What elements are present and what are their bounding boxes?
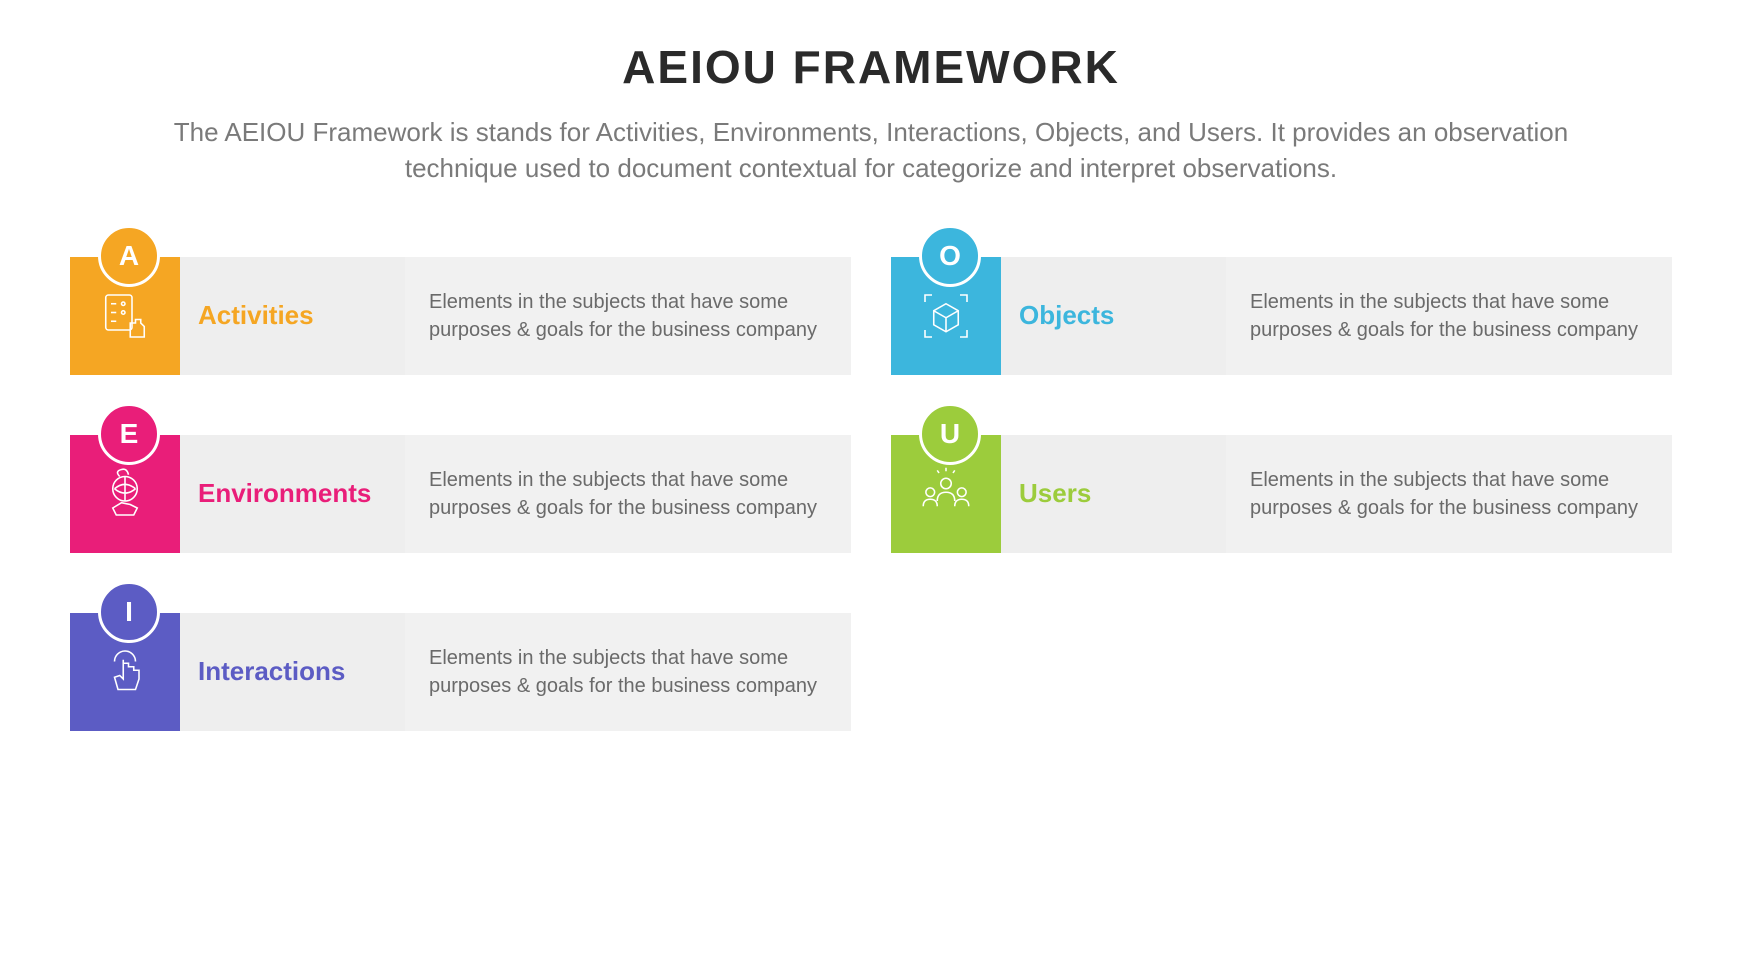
card-label: Environments bbox=[180, 435, 405, 553]
card-description: Elements in the subjects that have some … bbox=[405, 435, 851, 553]
card-u: UUsersElements in the subjects that have… bbox=[891, 435, 1672, 553]
card-label: Interactions bbox=[180, 613, 405, 731]
cards-grid: AActivitiesElements in the subjects that… bbox=[60, 257, 1682, 731]
card-o: OObjectsElements in the subjects that ha… bbox=[891, 257, 1672, 375]
card-description: Elements in the subjects that have some … bbox=[1226, 257, 1672, 375]
card-label: Activities bbox=[180, 257, 405, 375]
card-e: EEnvironmentsElements in the subjects th… bbox=[70, 435, 851, 553]
card-label: Users bbox=[1001, 435, 1226, 553]
badge-letter: E bbox=[98, 403, 160, 465]
page-title: AEIOU FRAMEWORK bbox=[60, 40, 1682, 94]
badge-letter: O bbox=[919, 225, 981, 287]
card-label: Objects bbox=[1001, 257, 1226, 375]
card-i: IInteractionsElements in the subjects th… bbox=[70, 613, 851, 731]
card-description: Elements in the subjects that have some … bbox=[405, 257, 851, 375]
page-subtitle: The AEIOU Framework is stands for Activi… bbox=[146, 114, 1596, 187]
card-description: Elements in the subjects that have some … bbox=[405, 613, 851, 731]
badge-letter: I bbox=[98, 581, 160, 643]
card-description: Elements in the subjects that have some … bbox=[1226, 435, 1672, 553]
header: AEIOU FRAMEWORK The AEIOU Framework is s… bbox=[60, 40, 1682, 187]
badge-letter: U bbox=[919, 403, 981, 465]
card-a: AActivitiesElements in the subjects that… bbox=[70, 257, 851, 375]
badge-letter: A bbox=[98, 225, 160, 287]
